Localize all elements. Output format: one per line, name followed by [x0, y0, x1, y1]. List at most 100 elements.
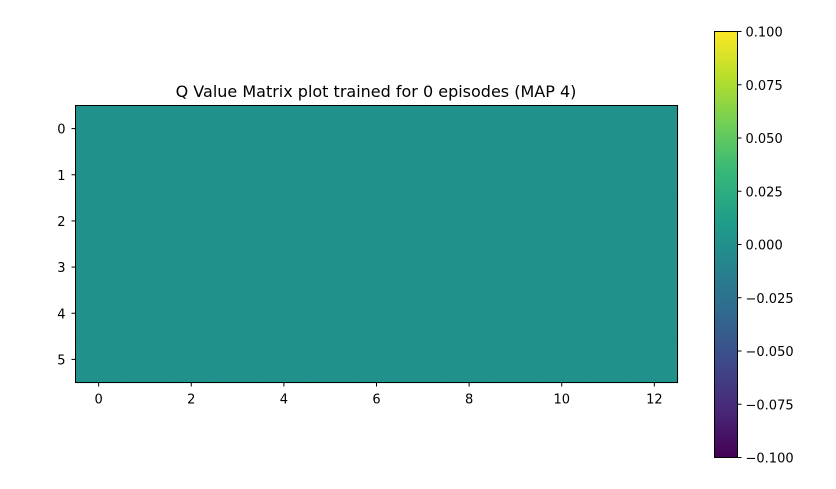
heatmap-cell	[445, 105, 493, 153]
heatmap-cell	[75, 290, 123, 337]
heatmap-cell	[584, 290, 632, 337]
heatmap-cell	[631, 244, 679, 291]
colorbar-tick-label: 0.075	[746, 79, 783, 94]
heatmap-cell	[168, 151, 216, 199]
heatmap-cell	[75, 244, 123, 291]
heatmap-cell	[399, 290, 447, 337]
heatmap-cell	[492, 290, 540, 337]
heatmap-cell	[353, 336, 401, 384]
heatmap-cell	[445, 290, 493, 337]
heatmap-cell	[399, 197, 447, 245]
y-tick-label: 3	[57, 261, 65, 276]
heatmap-cell	[445, 197, 493, 245]
colorbar-tick-label: 0.025	[746, 185, 783, 200]
heatmap-cell	[492, 151, 540, 199]
heatmap-cell	[584, 336, 632, 384]
heatmap-cell	[121, 336, 169, 384]
x-tick-label: 0	[95, 393, 103, 408]
heatmap-cell	[214, 105, 262, 153]
x-tick-label: 10	[553, 393, 570, 408]
x-tick-label: 4	[280, 393, 288, 408]
heatmap-cell	[75, 151, 123, 199]
heatmap-cell	[584, 197, 632, 245]
heatmap-cell	[168, 290, 216, 337]
colorbar-tick-label: 0.100	[746, 26, 783, 41]
heatmap-cell	[168, 244, 216, 291]
heatmap-cell	[214, 290, 262, 337]
heatmap-cell	[445, 151, 493, 199]
heatmap-cell	[538, 336, 586, 384]
heatmap-cell	[584, 105, 632, 153]
y-tick-label: 4	[57, 307, 65, 322]
heatmap-cell	[168, 105, 216, 153]
heatmap-cell	[631, 105, 679, 153]
heatmap-cell	[307, 105, 354, 153]
y-tick-label: 2	[57, 215, 65, 230]
heatmap-cell	[445, 336, 493, 384]
chart-title: Q Value Matrix plot trained for 0 episod…	[176, 82, 577, 101]
heatmap-cell	[121, 197, 169, 245]
x-tick-label: 8	[465, 393, 473, 408]
heatmap-cell	[307, 197, 354, 245]
heatmap-cell	[399, 151, 447, 199]
y-tick-label: 1	[57, 169, 65, 184]
heatmap-cell	[492, 197, 540, 245]
heatmap-cell	[75, 105, 123, 153]
heatmap-cell	[75, 336, 123, 384]
heatmap-cell	[399, 244, 447, 291]
colorbar-tick-label: −0.050	[746, 345, 794, 360]
heatmap-cell	[214, 197, 262, 245]
heatmap-cell	[260, 290, 308, 337]
heatmap-cell	[307, 336, 354, 384]
heatmap-cell	[538, 151, 586, 199]
heatmap-cell	[260, 105, 308, 153]
colorbar-axis: 0.100 0.075 0.050 0.025 0.000 −0.025 −0.050 −0.…	[737, 26, 794, 467]
heatmap-cell	[353, 197, 401, 245]
x-tick-label: 6	[372, 393, 380, 408]
y-tick-label: 5	[57, 353, 65, 368]
heatmap-cell	[307, 244, 354, 291]
heatmap-cell	[168, 197, 216, 245]
heatmap-cell	[121, 105, 169, 153]
x-axis: 0 2 4 6 8 10 12	[95, 382, 663, 408]
heatmap-cell	[307, 290, 354, 337]
heatmap-cell	[214, 151, 262, 199]
heatmap-cell	[538, 290, 586, 337]
heatmap-cell	[492, 105, 540, 153]
colorbar	[714, 31, 738, 458]
heatmap-cell	[353, 290, 401, 337]
heatmap-cell	[353, 151, 401, 199]
heatmap-cell	[538, 244, 586, 291]
heatmap-cell	[353, 244, 401, 291]
x-tick-label: 12	[646, 393, 663, 408]
heatmap-cell	[631, 336, 679, 384]
heatmap-cell	[75, 197, 123, 245]
heatmap-cell	[168, 336, 216, 384]
heatmap-cells	[75, 105, 679, 384]
heatmap-cell	[492, 336, 540, 384]
y-axis: 0 1 2 3 4 5	[57, 123, 76, 368]
heatmap-cell	[121, 244, 169, 291]
heatmap-cell	[121, 290, 169, 337]
heatmap-cell	[538, 197, 586, 245]
heatmap-cell	[538, 105, 586, 153]
heatmap-cell	[260, 151, 308, 199]
heatmap-cell	[631, 197, 679, 245]
x-tick-label: 2	[187, 393, 195, 408]
colorbar-tick-label: 0.050	[746, 132, 783, 147]
heatmap-cell	[214, 336, 262, 384]
heatmap-cell	[399, 105, 447, 153]
colorbar-tick-label: 0.000	[746, 239, 783, 254]
heatmap-cell	[260, 197, 308, 245]
colorbar-tick-label: −0.025	[746, 292, 794, 307]
heatmap-cell	[260, 336, 308, 384]
heatmap-cell	[631, 151, 679, 199]
heatmap-cell	[121, 151, 169, 199]
colorbar-tick-label: −0.075	[746, 398, 794, 413]
heatmap-cell	[214, 244, 262, 291]
heatmap-cell	[492, 244, 540, 291]
colorbar-tick-label: −0.100	[746, 452, 794, 467]
heatmap-cell	[260, 244, 308, 291]
heatmap-cell	[584, 151, 632, 199]
